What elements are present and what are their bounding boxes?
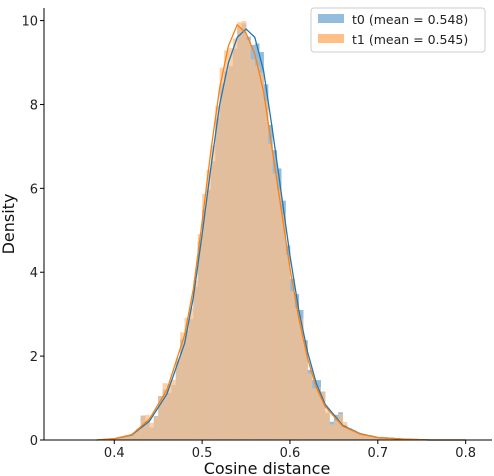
histogram-bar	[188, 308, 194, 440]
legend-box	[310, 7, 486, 53]
histogram-bar	[180, 332, 185, 440]
histogram-bar	[145, 414, 150, 440]
histogram-bar	[281, 214, 286, 440]
histogram-bar	[237, 22, 242, 440]
histogram-bar	[298, 318, 304, 440]
histogram-bar	[369, 436, 374, 440]
y-tick-label: 10	[21, 15, 38, 30]
histogram-bar	[171, 379, 177, 440]
histogram-bar	[355, 433, 361, 440]
histogram-bar	[162, 383, 168, 440]
y-axis-label: Density	[0, 194, 18, 255]
histogram-bar	[215, 105, 220, 441]
histogram-bar	[316, 387, 321, 440]
legend-label-t1: t1 (mean = 0.545)	[352, 32, 468, 47]
histogram-bar	[268, 143, 273, 440]
histogram-bar	[228, 48, 234, 440]
plot-area	[96, 21, 466, 441]
histogram-bar	[127, 435, 133, 440]
histogram-bar	[307, 373, 313, 440]
histogram-bar	[232, 38, 238, 440]
x-tick-label: 0.6	[280, 446, 301, 461]
x-tick-label: 0.5	[192, 446, 213, 461]
histogram-bar	[377, 437, 383, 440]
histogram-bar	[118, 437, 124, 440]
histogram-bar	[342, 421, 348, 440]
histogram-bar	[241, 21, 247, 441]
histogram-bar	[303, 342, 308, 440]
histogram-bar	[351, 431, 357, 440]
histogram-bar	[246, 39, 251, 441]
histogram-bar	[219, 67, 225, 440]
histogram-bar	[386, 438, 392, 440]
histogram-bar	[294, 307, 300, 440]
histogram-bar	[140, 415, 146, 440]
legend-label-t0: t0 (mean = 0.548)	[352, 12, 468, 27]
histogram-bar	[289, 291, 295, 440]
histogram-bar	[333, 420, 339, 440]
histogram-bar	[259, 72, 264, 440]
histogram-bar	[131, 432, 137, 440]
histogram-bar	[136, 428, 141, 440]
histogram-bar	[272, 173, 278, 441]
histogram-bar	[276, 189, 282, 440]
y-tick-label: 6	[30, 182, 38, 197]
histogram-bar	[338, 413, 343, 440]
histogram-bar	[114, 438, 119, 440]
histogram-bar	[184, 317, 190, 440]
histogram-bar	[360, 434, 365, 440]
legend-swatch-t1	[318, 34, 344, 43]
histogram-bar	[166, 383, 172, 440]
legend: t0 (mean = 0.548) t1 (mean = 0.545)	[310, 7, 486, 53]
histogram-bar	[153, 416, 159, 440]
histogram-bar	[285, 254, 291, 440]
x-tick-label: 0.8	[455, 446, 476, 461]
histogram-bar	[325, 410, 330, 440]
histogram-bar	[254, 65, 260, 440]
histogram-bar	[197, 234, 203, 440]
histogram-bar	[311, 388, 317, 440]
histogram-bar	[320, 391, 326, 440]
histogram-bar	[158, 396, 163, 440]
histogram-bar	[123, 436, 128, 440]
kde-line-1	[96, 23, 466, 441]
x-axis-label: Cosine distance	[204, 459, 331, 476]
histogram-bar	[263, 100, 269, 440]
histogram-bar	[250, 59, 256, 441]
axes: 0.4 0.5 0.6 0.7 0.8 0 2 4 6 8 10	[21, 8, 492, 461]
histogram-bar	[329, 424, 335, 440]
y-tick-label: 2	[30, 350, 38, 365]
y-tick-label: 4	[30, 266, 38, 281]
y-tick-label: 0	[30, 434, 38, 449]
x-tick-label: 0.7	[367, 446, 388, 461]
histogram-bar	[175, 358, 181, 440]
histogram-bar	[206, 169, 212, 440]
histogram-bar	[224, 50, 229, 441]
histogram-bar	[193, 280, 199, 440]
series-1	[96, 21, 431, 441]
x-tick-label: 0.4	[104, 446, 125, 461]
histogram-bar	[149, 422, 155, 440]
histogram-bar	[347, 429, 352, 440]
histogram-bar	[382, 437, 387, 440]
histogram-bar	[210, 145, 216, 440]
histogram-bar	[373, 437, 379, 440]
y-tick-label: 8	[30, 98, 38, 113]
histogram-bar	[364, 435, 370, 440]
histogram-bar	[390, 438, 396, 440]
histogram-bar	[202, 194, 207, 440]
legend-swatch-t0	[318, 14, 344, 23]
